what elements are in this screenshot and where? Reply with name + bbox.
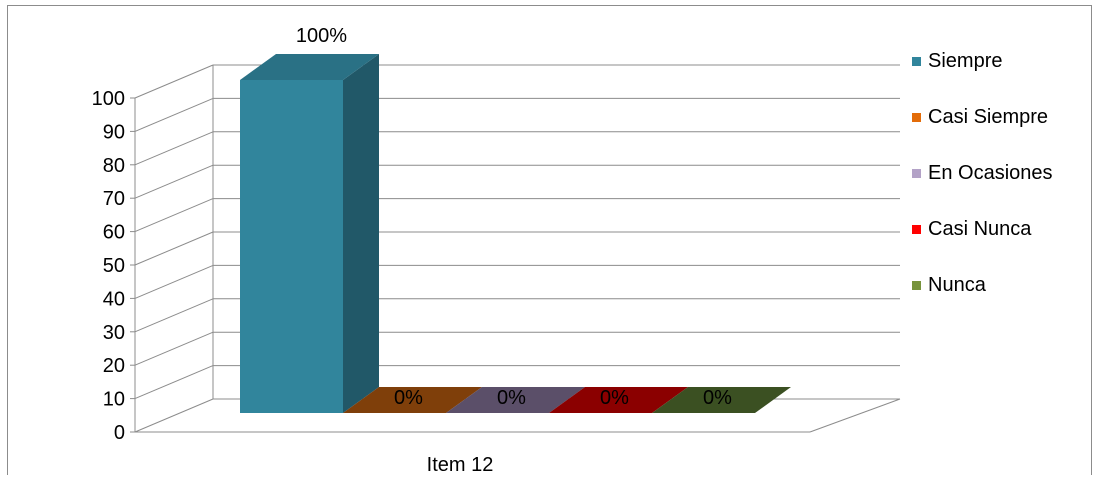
gridline-side	[134, 365, 214, 400]
y-tick-label: 50	[103, 255, 125, 277]
y-axis-ticks: 0 10 20 30 40 50 60 70 80 90 100	[92, 88, 135, 444]
gridline-side	[134, 97, 214, 132]
legend-item: Siempre	[912, 49, 1002, 73]
gridline-side	[134, 298, 214, 333]
floor-right-edge	[809, 398, 901, 433]
y-tick-label: 100	[92, 88, 125, 110]
gridline-side	[134, 131, 214, 166]
bar-front	[240, 80, 343, 413]
gridline-side	[134, 64, 214, 99]
x-axis-category-label: Item 12	[426, 454, 494, 476]
legend-swatch	[912, 224, 921, 234]
bar-top	[343, 387, 482, 413]
bar-labels: 100% 0% 0% 0% 0%	[296, 25, 732, 409]
y-tick-label: 80	[103, 155, 125, 177]
legend-item: Casi Siempre	[912, 105, 1048, 129]
y-tick-label: 0	[114, 422, 125, 444]
legend-label: Casi Siempre	[928, 105, 1049, 128]
data-label: 0%	[600, 387, 629, 409]
bar-siempre	[240, 54, 379, 413]
gridline-side	[134, 264, 214, 299]
bar-top	[652, 387, 791, 413]
legend-label: Siempre	[928, 49, 1003, 72]
bar-en-ocasiones	[446, 387, 585, 413]
data-label: 0%	[703, 387, 732, 409]
y-tick-label: 30	[103, 322, 125, 344]
gridline-side	[134, 164, 214, 199]
bar-top	[549, 387, 688, 413]
legend-swatch	[912, 112, 921, 122]
legend-item: Nunca	[912, 273, 986, 297]
legend-label: En Ocasiones	[928, 161, 1053, 184]
y-tick-label: 70	[103, 188, 125, 210]
y-tick-label: 40	[103, 288, 125, 310]
bar-side	[343, 54, 379, 413]
y-tick-label: 10	[103, 389, 125, 411]
gridline-side	[134, 231, 214, 266]
legend-item: En Ocasiones	[912, 161, 1053, 185]
bar-top	[446, 387, 585, 413]
y-tick-label: 60	[103, 222, 125, 244]
gridline-side	[134, 198, 214, 233]
bar-casi-nunca	[549, 387, 688, 413]
bar-top	[240, 54, 379, 80]
chart-frame	[7, 5, 1092, 475]
legend-swatch	[912, 56, 921, 66]
legend-swatch	[912, 280, 921, 290]
bar-nunca	[652, 387, 791, 413]
data-label: 0%	[394, 387, 423, 409]
y-tick-label: 20	[103, 355, 125, 377]
y-tick-label: 90	[103, 121, 125, 143]
data-label: 100%	[296, 25, 347, 47]
gridline-side	[134, 398, 214, 433]
bars	[240, 54, 791, 413]
data-label: 0%	[497, 387, 526, 409]
legend-item: Casi Nunca	[912, 217, 1031, 241]
bar-casi-siempre	[343, 387, 482, 413]
legend-label: Nunca	[928, 273, 986, 296]
legend-label: Casi Nunca	[928, 217, 1032, 240]
gridline-side	[134, 331, 214, 366]
legend-swatch	[912, 168, 921, 178]
